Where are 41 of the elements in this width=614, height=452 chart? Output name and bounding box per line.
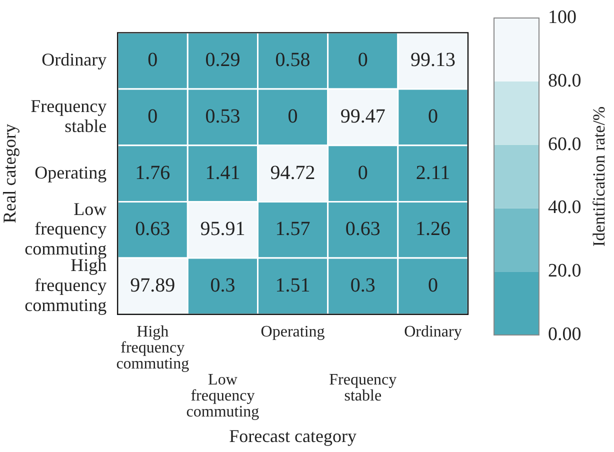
data-label: 94.72 xyxy=(270,162,316,184)
x-tick-label: Ordinary xyxy=(404,324,462,341)
data-label: 0 xyxy=(288,105,298,128)
data-label: 99.47 xyxy=(340,105,386,128)
data-label: 0 xyxy=(428,105,438,128)
color-bar-label: 40.0 xyxy=(548,197,582,218)
color-bar-label: 100 xyxy=(548,6,576,28)
data-label: 95.91 xyxy=(200,218,246,240)
color-bar-label: 0.00 xyxy=(548,324,582,345)
color-bar-label: 20.0 xyxy=(548,260,582,282)
y-tick-label: Ordinary xyxy=(42,50,107,70)
data-label: 1.51 xyxy=(275,274,310,296)
data-label: 0.63 xyxy=(345,218,380,240)
data-label: 0 xyxy=(428,274,438,296)
x-tick-label: Operating xyxy=(260,324,325,341)
data-label: 0 xyxy=(148,105,158,128)
data-label: 0 xyxy=(148,49,158,72)
x-tick-label: High frequency commuting xyxy=(116,324,190,373)
y-axis-title: Real category xyxy=(0,124,20,224)
data-label: 0.3 xyxy=(350,274,376,296)
y-tick-label: Frequency stable xyxy=(30,96,107,136)
data-label: 1.26 xyxy=(415,218,450,240)
data-label: 0.58 xyxy=(275,49,310,72)
data-label: 0 xyxy=(358,49,368,72)
x-axis-title: Forecast category xyxy=(229,426,357,446)
color-bar-label: 60.0 xyxy=(548,134,582,155)
data-label: 0.63 xyxy=(135,218,170,240)
data-label: 99.13 xyxy=(410,49,456,72)
color-bar-title: Identification rate/% xyxy=(589,106,608,247)
data-label: 1.57 xyxy=(275,218,310,240)
y-tick-label: Operating xyxy=(34,162,107,182)
y-tick-label: Low frequency commuting xyxy=(24,198,107,258)
data-label: 0 xyxy=(358,162,368,184)
color-bar-label: 80.0 xyxy=(548,70,582,92)
data-label: 0.3 xyxy=(210,274,236,296)
data-label: 1.41 xyxy=(205,162,240,184)
data-label: 0.53 xyxy=(205,105,240,128)
data-label: 2.11 xyxy=(416,162,450,184)
data-label: 1.76 xyxy=(135,162,170,184)
data-label: 0.29 xyxy=(205,49,240,72)
data-label: 97.89 xyxy=(130,274,176,296)
